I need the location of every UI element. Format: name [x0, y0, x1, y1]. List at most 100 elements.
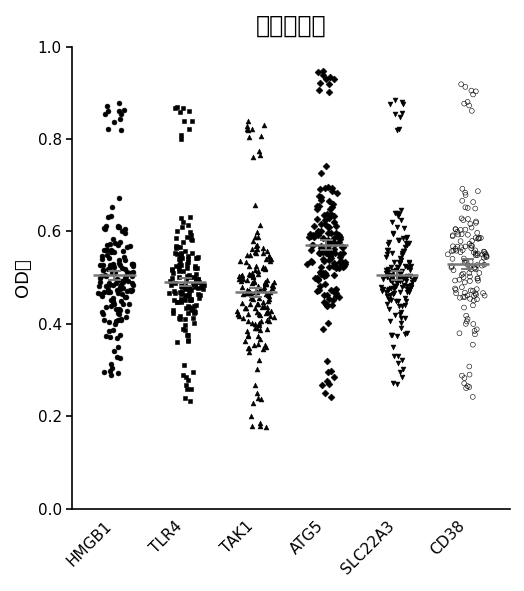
Point	[254, 232, 263, 241]
Point	[249, 271, 257, 280]
Point	[172, 102, 181, 112]
Point	[392, 265, 400, 274]
Point	[472, 218, 480, 228]
Point	[327, 229, 335, 238]
Point	[452, 246, 461, 255]
Point	[193, 277, 201, 287]
Point	[106, 360, 115, 369]
Point	[471, 246, 479, 255]
Point	[303, 259, 312, 269]
Point	[244, 126, 252, 135]
Point	[396, 269, 405, 278]
Point	[403, 284, 411, 293]
Point	[378, 286, 386, 296]
Point	[234, 309, 243, 319]
Point	[392, 222, 401, 231]
Point	[114, 316, 123, 325]
Point	[466, 219, 475, 229]
Point	[478, 250, 487, 259]
Point	[407, 282, 416, 292]
Point	[187, 296, 195, 305]
Point	[319, 246, 327, 256]
Point	[385, 294, 393, 304]
Point	[184, 331, 192, 340]
Point	[471, 262, 479, 272]
Point	[402, 238, 410, 248]
Point	[97, 271, 105, 281]
Point	[305, 232, 314, 242]
Point	[115, 260, 124, 269]
Point	[100, 245, 108, 255]
Point	[176, 107, 184, 116]
Point	[388, 217, 396, 226]
Point	[379, 275, 387, 284]
Point	[177, 130, 185, 139]
Point	[383, 246, 391, 255]
Point	[114, 275, 123, 284]
Point	[401, 233, 410, 243]
Point	[409, 275, 417, 285]
Point	[188, 303, 196, 313]
Point	[261, 280, 270, 289]
Point	[259, 345, 267, 354]
Point	[244, 343, 253, 353]
Point	[457, 282, 466, 292]
Point	[187, 230, 195, 239]
Point	[403, 262, 412, 272]
Point	[249, 295, 257, 304]
Point	[398, 365, 407, 374]
Point	[165, 288, 173, 298]
Point	[102, 281, 110, 291]
Point	[177, 135, 185, 144]
Point	[327, 392, 335, 402]
Point	[310, 221, 318, 230]
Point	[253, 307, 261, 317]
Point	[314, 248, 323, 258]
Point	[392, 297, 400, 306]
Point	[320, 290, 329, 300]
Point	[317, 219, 325, 228]
Point	[200, 280, 208, 290]
Point	[124, 277, 132, 286]
Point	[384, 267, 392, 277]
Point	[479, 253, 488, 262]
Point	[251, 233, 259, 242]
Point	[309, 240, 317, 249]
Point	[175, 263, 183, 272]
Point	[391, 281, 399, 290]
Point	[190, 318, 198, 327]
Point	[398, 233, 407, 243]
Point	[405, 288, 413, 297]
Point	[244, 316, 252, 326]
Point	[395, 301, 403, 311]
Point	[253, 287, 261, 297]
Point	[101, 224, 109, 233]
Point	[102, 272, 111, 281]
Point	[461, 278, 469, 287]
Point	[175, 272, 183, 282]
Point	[398, 275, 407, 285]
Point	[387, 330, 395, 339]
Point	[249, 272, 257, 281]
Point	[392, 262, 401, 272]
Point	[250, 276, 258, 285]
Point	[109, 259, 117, 269]
Point	[316, 249, 325, 258]
Point	[108, 363, 117, 372]
Point	[114, 308, 123, 317]
Point	[181, 320, 189, 330]
Point	[194, 275, 202, 284]
Point	[319, 210, 328, 220]
Point	[318, 381, 326, 390]
Point	[110, 248, 118, 257]
Point	[98, 291, 106, 300]
Point	[122, 271, 130, 281]
Point	[335, 237, 343, 246]
Point	[243, 125, 252, 134]
Point	[108, 202, 116, 212]
Point	[397, 323, 405, 333]
Point	[462, 319, 470, 329]
Point	[397, 314, 405, 323]
Point	[399, 99, 407, 109]
Point	[389, 289, 397, 298]
